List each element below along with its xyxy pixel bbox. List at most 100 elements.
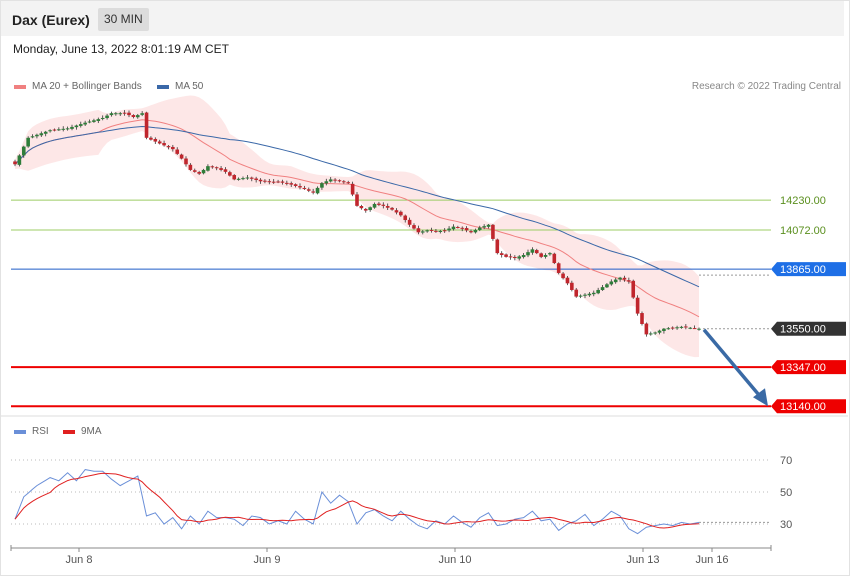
candle: [587, 292, 592, 297]
candle: [552, 252, 557, 265]
candle: [679, 325, 684, 329]
candle: [249, 176, 254, 182]
candle: [539, 252, 543, 259]
candle: [648, 331, 653, 336]
candle: [407, 217, 412, 227]
forecast-arrow: [702, 328, 768, 407]
candle: [131, 114, 136, 119]
candle-body: [280, 181, 285, 183]
candle-body: [39, 133, 44, 136]
arrow-head: [753, 388, 768, 407]
level-label-5: 13140.00: [780, 401, 826, 413]
candle-body: [508, 256, 513, 258]
candle: [105, 113, 109, 120]
candle: [477, 225, 482, 232]
candle: [412, 223, 416, 230]
candle: [390, 206, 394, 211]
candle-body: [425, 230, 429, 232]
candle-body: [447, 228, 451, 231]
candle: [201, 168, 206, 175]
candle: [188, 163, 193, 171]
candle-body: [153, 138, 158, 142]
candle: [280, 179, 285, 185]
candle: [434, 228, 438, 233]
rsi-tick-50: 50: [780, 487, 792, 499]
candle: [486, 223, 491, 229]
candle-body: [206, 166, 210, 171]
candle-body: [140, 113, 144, 115]
candle-body: [692, 328, 697, 330]
candle: [526, 249, 530, 258]
candle-body: [561, 273, 565, 279]
candle-body: [26, 137, 30, 147]
candle: [600, 284, 605, 291]
candle: [114, 112, 118, 116]
candle: [644, 322, 649, 337]
candle: [469, 229, 473, 234]
candle: [513, 255, 517, 261]
candle: [670, 326, 675, 330]
candle: [48, 129, 52, 133]
candle-body: [504, 254, 508, 257]
candle: [346, 180, 351, 184]
x-tick-label: Jun 10: [438, 554, 471, 566]
candle: [697, 327, 701, 331]
candle-body: [197, 172, 201, 174]
candle-body: [157, 141, 162, 144]
legend-ma20: MA 20 + Bollinger Bands: [14, 81, 142, 92]
candle-body: [87, 121, 92, 123]
candle-body: [688, 327, 693, 329]
candle-body: [337, 180, 342, 182]
candle-body: [83, 122, 87, 125]
candle-body: [670, 327, 675, 329]
candle-body: [618, 277, 622, 280]
candle: [521, 253, 526, 259]
candle-body: [521, 255, 526, 258]
candle-body: [456, 227, 460, 229]
candle-body: [192, 170, 197, 172]
candle-body: [363, 208, 368, 211]
candle-body: [285, 182, 289, 184]
candle: [263, 179, 267, 184]
candle: [311, 188, 315, 195]
candle: [420, 229, 425, 235]
candle-body: [263, 180, 267, 182]
candle-body: [591, 292, 596, 295]
candle: [109, 111, 114, 117]
candle-body: [228, 172, 232, 176]
bollinger-bands: [15, 95, 699, 358]
candle-body: [175, 149, 180, 154]
candle: [30, 134, 35, 139]
candle: [464, 226, 469, 233]
x-tick-label: Jun 9: [254, 554, 281, 566]
candle-body: [679, 326, 684, 328]
candle-body: [429, 229, 434, 231]
candle-body: [267, 181, 272, 183]
candle: [534, 248, 539, 255]
rsi-swatch: [14, 429, 26, 434]
candle: [381, 202, 386, 209]
candle: [232, 174, 237, 181]
candle: [451, 224, 456, 231]
candle-body: [613, 279, 618, 283]
candle-body: [350, 183, 355, 195]
candle: [675, 325, 679, 330]
candle-body: [675, 327, 679, 329]
candle-body: [390, 207, 394, 210]
candle: [653, 331, 657, 335]
legend-rsi-label: RSI: [32, 426, 49, 437]
timeframe-badge[interactable]: 30 MIN: [98, 8, 149, 31]
candle-body: [627, 280, 631, 282]
candle: [491, 224, 495, 241]
candle: [236, 177, 241, 181]
candle: [258, 178, 263, 184]
candle: [245, 175, 250, 180]
ma9-swatch: [63, 429, 75, 434]
rsi-ma-line: [14, 472, 700, 529]
legend-ma50-label: MA 50: [175, 81, 204, 92]
ma20-line: [14, 119, 700, 318]
candle: [302, 185, 307, 190]
candle-body: [201, 169, 206, 174]
candle: [100, 115, 105, 121]
candle: [447, 226, 451, 233]
